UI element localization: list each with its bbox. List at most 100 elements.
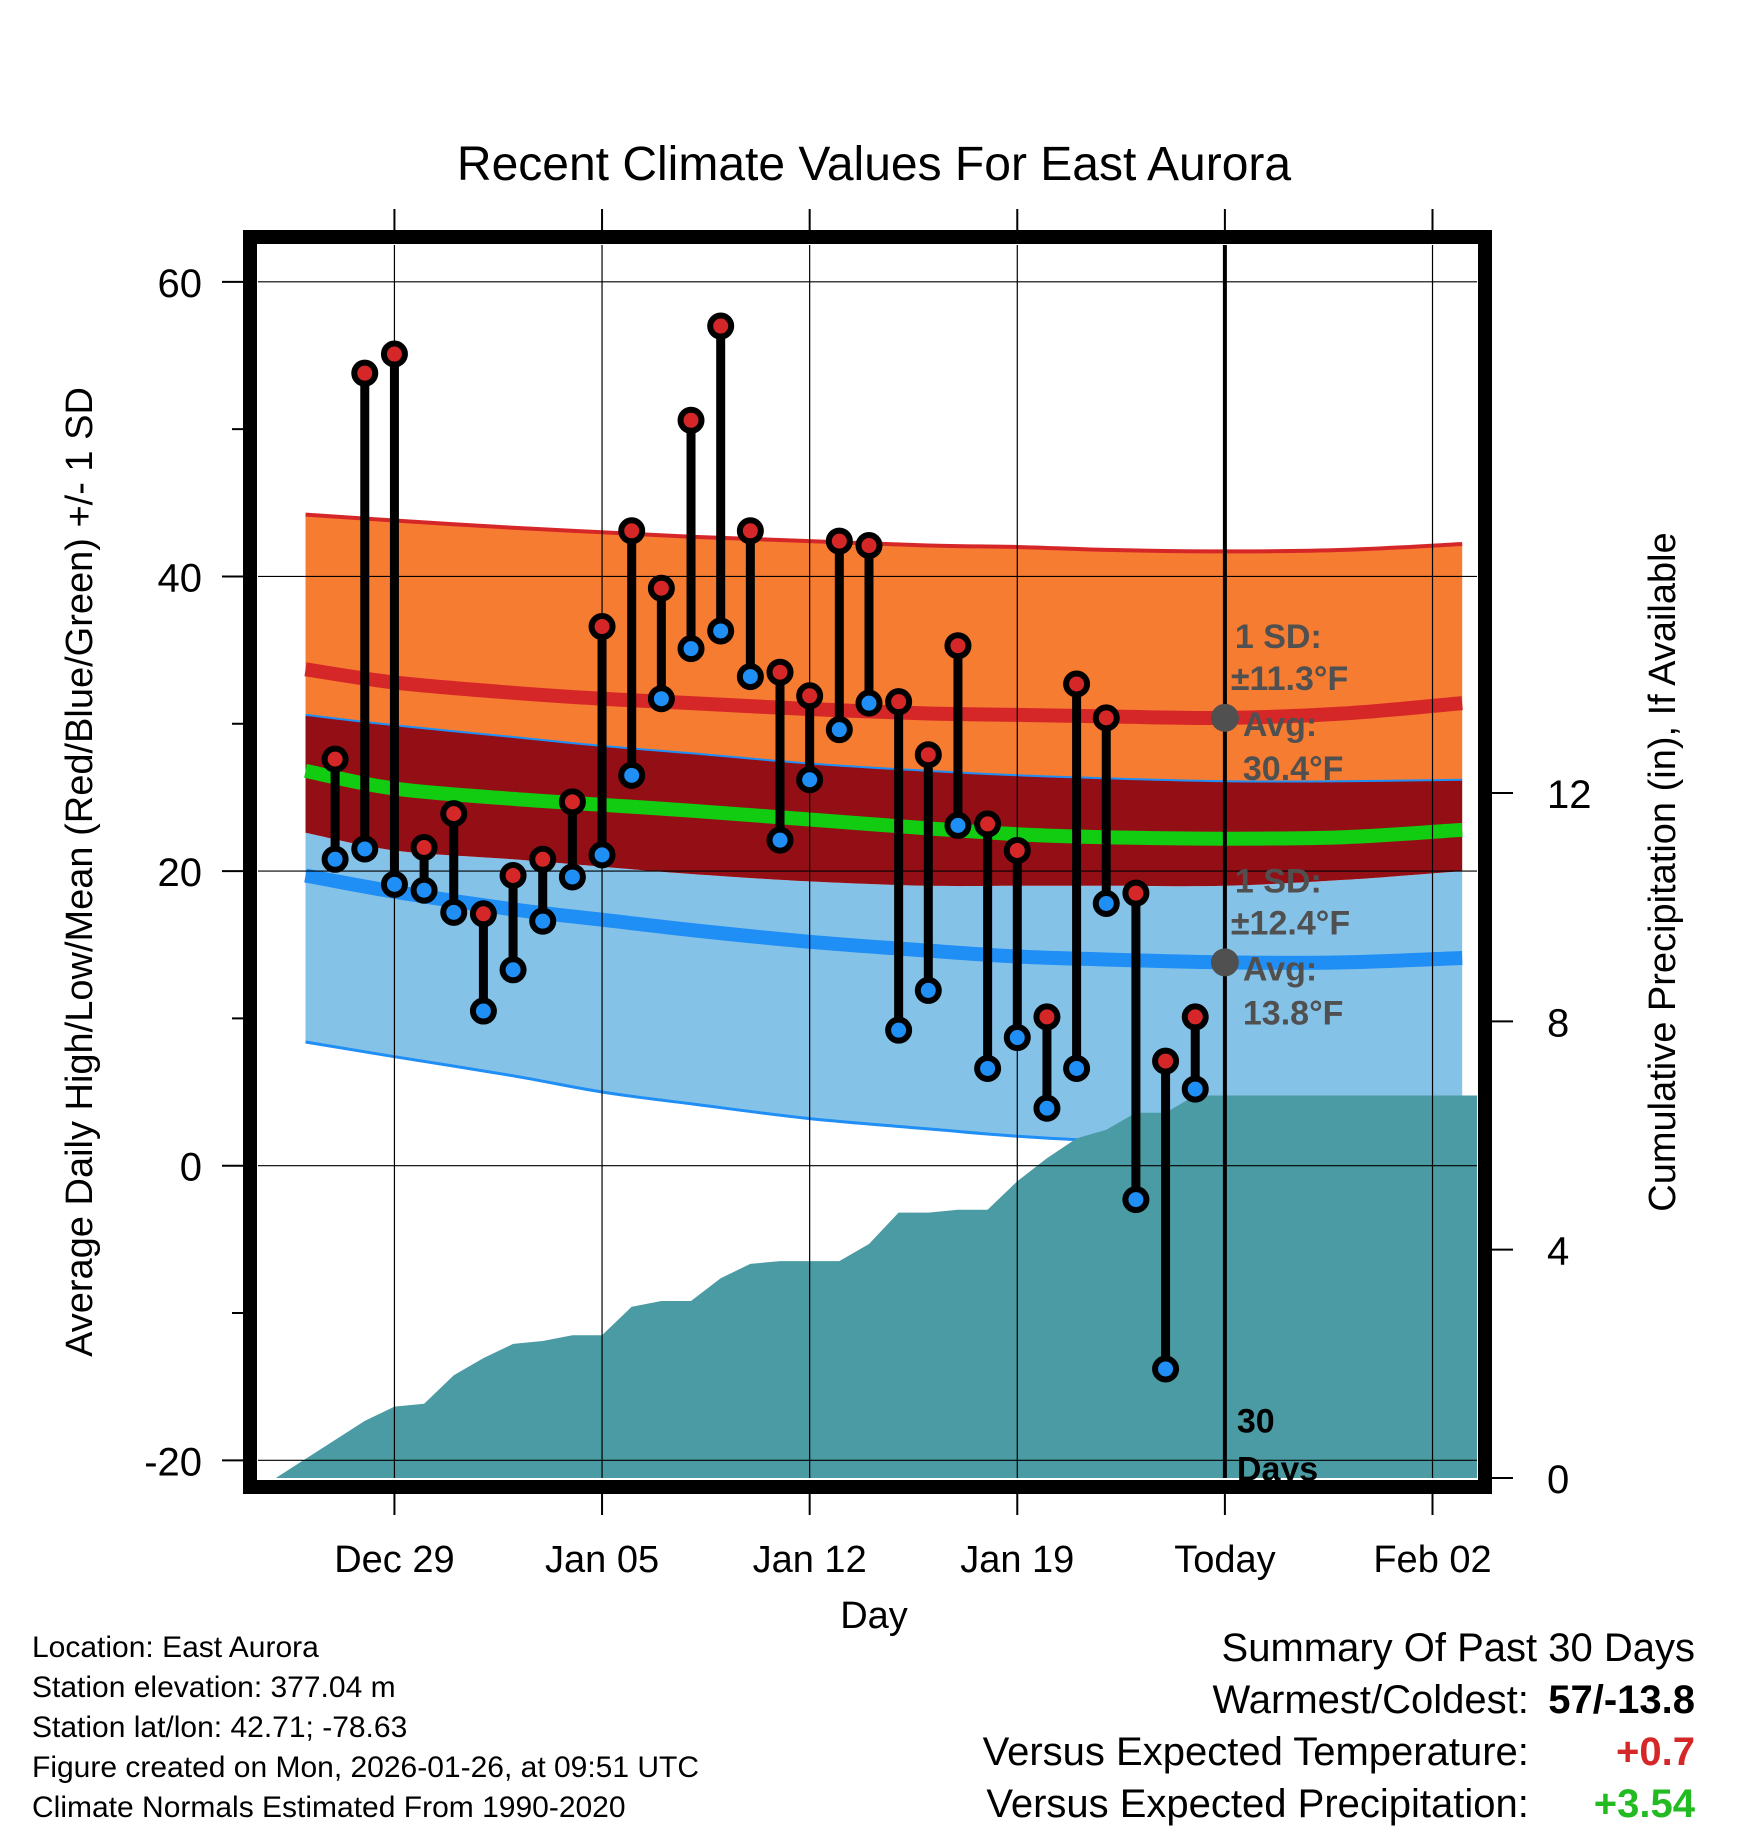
mean-line	[304, 764, 1463, 846]
daily-low-point	[736, 663, 764, 691]
daily-low-point	[440, 898, 468, 926]
high-sd-value: ±11.3°F	[1231, 660, 1348, 698]
daily-low-point	[499, 956, 527, 984]
y-axis-label: Average Daily High/Low/Mean (Red/Blue/Gr…	[59, 387, 101, 1357]
daily-high-point	[944, 632, 972, 660]
daily-high-point	[1152, 1047, 1180, 1075]
location-text: Location: East Aurora	[32, 1631, 319, 1664]
plot-area	[258, 245, 1477, 1478]
daily-low-point	[618, 761, 646, 789]
precip-area	[275, 1095, 1477, 1478]
daily-high-point	[1092, 704, 1120, 732]
y-tick-label: 0	[180, 1146, 202, 1190]
daily-low-point	[885, 1016, 913, 1044]
daily-low-point	[855, 689, 883, 717]
daily-low-point	[558, 863, 586, 891]
daily-low-point	[469, 997, 497, 1025]
daily-low-point	[825, 716, 853, 744]
station-info: Location: East Aurora Station elevation:…	[32, 1628, 699, 1828]
latlon-text: Station lat/lon: 42.71; -78.63	[32, 1711, 408, 1744]
daily-high-point	[588, 613, 616, 641]
y-tick-label: -20	[144, 1440, 202, 1484]
low-avg-label: Avg:	[1243, 950, 1317, 988]
x-tick-label: Today	[1174, 1539, 1275, 1581]
daily-high-point	[974, 810, 1002, 838]
daily-high-point	[321, 745, 349, 773]
summary-panel: Summary Of Past 30 Days Warmest/Coldest:…	[983, 1622, 1695, 1830]
daily-low-point	[1063, 1054, 1091, 1082]
daily-high-point	[351, 359, 379, 387]
low-mean-line	[304, 868, 1463, 970]
x-tick-label: Jan 12	[753, 1539, 867, 1581]
low-sd-label: 1 SD:	[1235, 862, 1322, 900]
daily-high-point	[410, 834, 438, 862]
daily-low-point	[1152, 1355, 1180, 1383]
daily-high-point	[469, 900, 497, 928]
y-tick-label: 60	[158, 262, 203, 306]
daily-high-point	[1033, 1003, 1061, 1031]
chart-title: Recent Climate Values For East Aurora	[457, 138, 1291, 191]
y2-tick-label: 12	[1547, 773, 1592, 817]
daily-high-point	[380, 340, 408, 368]
y2-tick-label: 8	[1547, 1001, 1569, 1045]
daily-high-point	[1063, 670, 1091, 698]
daily-high-point	[885, 688, 913, 716]
daily-low-point	[380, 870, 408, 898]
summary-precip: Versus Expected Precipitation: +3.54	[983, 1778, 1695, 1830]
daily-low-point	[766, 826, 794, 854]
high-sd-label: 1 SD:	[1235, 618, 1322, 656]
warm-cold-value: 57/-13.8	[1548, 1678, 1695, 1722]
precip-value: +3.54	[1593, 1782, 1695, 1826]
daily-high-point	[529, 845, 557, 873]
daily-low-point	[1003, 1024, 1031, 1052]
daily-low-point	[677, 635, 705, 663]
daily-high-point	[647, 574, 675, 602]
daily-low-point	[1181, 1075, 1209, 1103]
y2-tick-label: 0	[1547, 1458, 1569, 1502]
daily-high-point	[796, 682, 824, 710]
daily-low-point	[647, 685, 675, 713]
plot-frame	[243, 230, 1492, 1494]
daily-low-point	[914, 976, 942, 1004]
low-sd-value: ±12.4°F	[1231, 904, 1350, 942]
daily-low-point	[796, 766, 824, 794]
y2-axis-label: Cumulative Precipitation (in), If Availa…	[1642, 532, 1684, 1211]
high-avg-label: Avg:	[1243, 706, 1317, 744]
created-text: Figure created on Mon, 2026-01-26, at 09…	[32, 1751, 700, 1784]
daily-high-point	[707, 312, 735, 340]
daily-high-point	[1003, 836, 1031, 864]
daily-high-point	[558, 788, 586, 816]
daily-low-point	[410, 876, 438, 904]
x-tick-label: Dec 29	[334, 1539, 454, 1581]
y2-tick-label: 4	[1547, 1230, 1569, 1274]
daily-high-point	[499, 861, 527, 889]
daily-low-point	[1092, 889, 1120, 917]
daily-low-point	[321, 845, 349, 873]
high-avg-dot	[1210, 703, 1239, 732]
precip-label: Versus Expected Precipitation:	[986, 1782, 1529, 1826]
temp-value: +0.7	[1616, 1730, 1695, 1774]
daily-low-point	[944, 811, 972, 839]
x-axis-label: Day	[840, 1595, 908, 1637]
low-avg-dot	[1210, 948, 1239, 977]
daily-high-point	[677, 406, 705, 434]
daily-high-point	[914, 741, 942, 769]
high-avg-value: 30.4°F	[1243, 750, 1344, 788]
low-avg-value: 13.8°F	[1243, 994, 1344, 1032]
y-tick-label: 40	[158, 556, 203, 600]
x-tick-label: Jan 05	[545, 1539, 659, 1581]
x-tick-label: Feb 02	[1373, 1539, 1491, 1581]
high-minus-sd-line	[305, 713, 1463, 783]
x-tick-label: Jan 19	[960, 1539, 1074, 1581]
summary-temp: Versus Expected Temperature: +0.7	[983, 1726, 1695, 1778]
daily-high-point	[825, 527, 853, 555]
daily-low-point	[974, 1054, 1002, 1082]
daily-high-point	[855, 532, 883, 560]
daily-low-point	[1033, 1094, 1061, 1122]
daily-low-point	[588, 841, 616, 869]
summary-warm-cold: Warmest/Coldest: 57/-13.8	[983, 1674, 1696, 1726]
daily-high-point	[440, 800, 468, 828]
normals-period-text: Climate Normals Estimated From 1990-2020	[32, 1791, 626, 1824]
daily-low-point	[1122, 1186, 1150, 1214]
